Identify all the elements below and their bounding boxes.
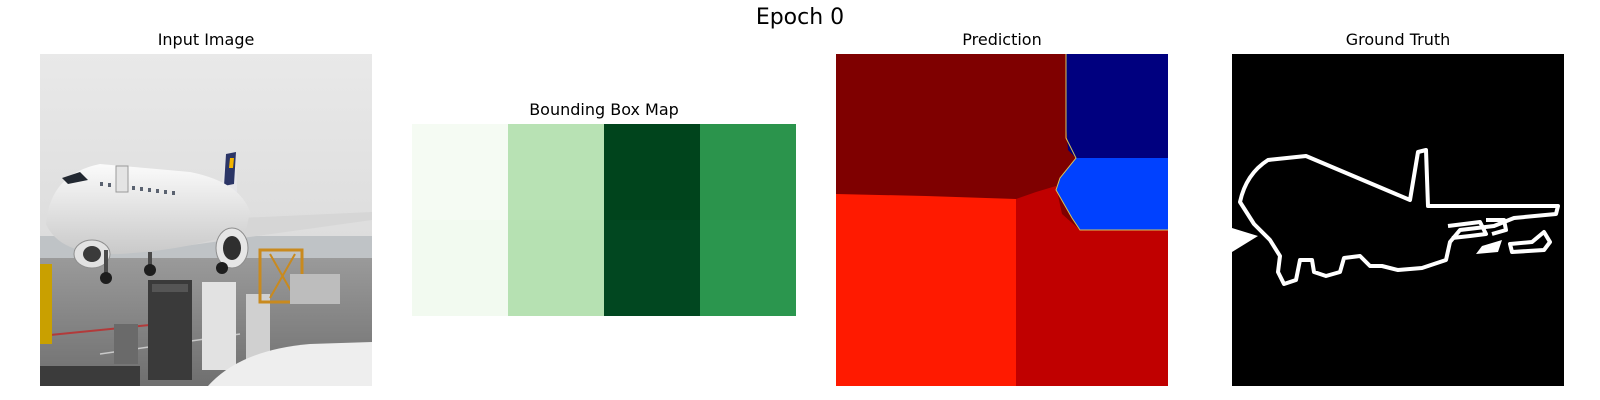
bbox-cell-6	[508, 220, 604, 316]
bbox-cell-5	[412, 220, 508, 316]
prediction-region-middle-right	[1056, 158, 1168, 230]
input-image-title: Input Image	[157, 30, 255, 49]
prediction-region-bottom-left	[836, 194, 1018, 386]
bbox-cell-4	[700, 124, 796, 220]
bbox-cell-1	[412, 124, 508, 220]
ground-truth-mask	[1232, 54, 1564, 386]
figure-title: Epoch 0	[755, 5, 845, 30]
ground-truth-title: Ground Truth	[1345, 30, 1451, 49]
prediction-title: Prediction	[962, 30, 1042, 49]
ground-truth-panel	[1232, 54, 1564, 386]
bbox-cell-2	[508, 124, 604, 220]
bounding-box-map-title: Bounding Box Map	[529, 100, 679, 119]
prediction-region-bottom-right	[1016, 186, 1168, 386]
bbox-cell-8	[700, 220, 796, 316]
bbox-cell-7	[604, 220, 700, 316]
airplane-outline	[1238, 148, 1560, 286]
input-image	[40, 54, 372, 386]
input-image-panel	[40, 54, 372, 386]
prediction-region-top-right	[1066, 54, 1168, 158]
bounding-box-map-panel	[412, 124, 796, 316]
prediction-panel	[836, 54, 1168, 386]
bbox-cell-3	[604, 124, 700, 220]
bounding-box-map	[412, 124, 796, 316]
prediction-map	[836, 54, 1168, 386]
